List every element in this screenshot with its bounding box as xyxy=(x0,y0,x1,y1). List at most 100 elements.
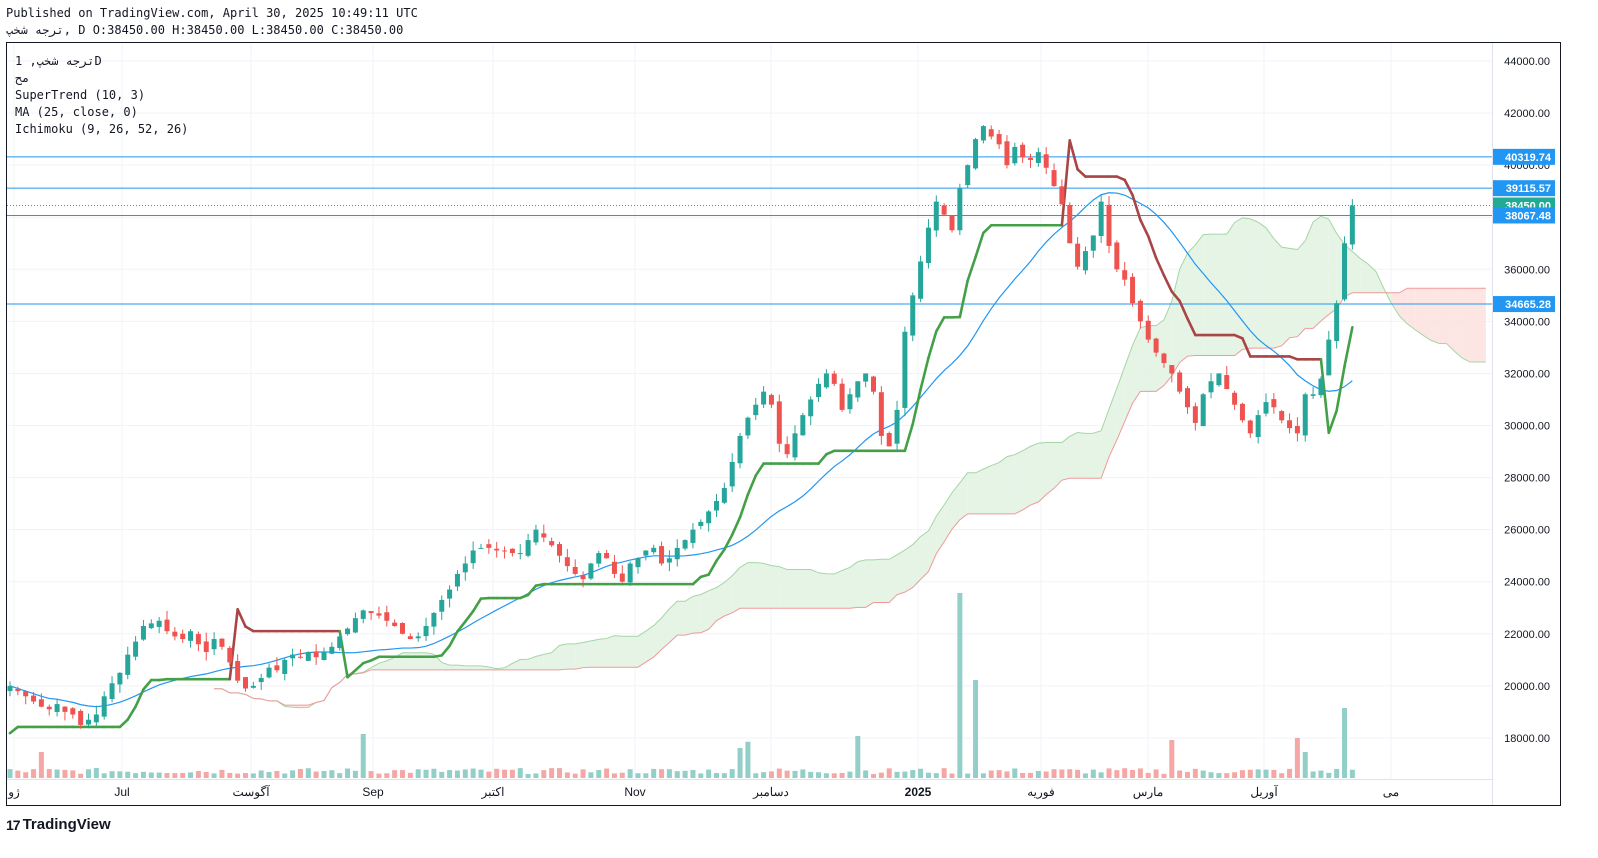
legend-supertrend[interactable]: SuperTrend (10, 3) xyxy=(15,88,145,102)
candle-body xyxy=(423,625,429,637)
candle xyxy=(494,541,500,558)
candle xyxy=(729,453,735,492)
volume-bar xyxy=(721,773,727,778)
tradingview-logo[interactable]: 17 TradingView xyxy=(6,816,111,833)
cloud-segment xyxy=(967,472,976,514)
candle xyxy=(290,648,296,667)
candle-body xyxy=(439,599,445,612)
senkou-span-a xyxy=(214,215,1486,709)
candle xyxy=(305,651,311,662)
candle-body xyxy=(1153,338,1159,353)
candle-body xyxy=(666,558,672,563)
cloud-segment xyxy=(543,652,552,670)
candle-body xyxy=(918,261,924,299)
volume-bar xyxy=(1271,769,1277,778)
candle-body xyxy=(23,691,29,697)
volume-bar xyxy=(195,771,201,778)
supertrend-segment xyxy=(1327,409,1338,435)
supertrend-segment xyxy=(707,559,718,576)
candle-body xyxy=(604,553,610,559)
volume-bar xyxy=(1200,770,1206,778)
legend-ichimoku[interactable]: Ichimoku (9, 26, 52, 26) xyxy=(15,122,188,136)
candle xyxy=(1020,142,1026,163)
time-tick-label: دسامبر xyxy=(752,785,789,799)
volume-bar xyxy=(297,768,303,778)
volume-bar xyxy=(1192,768,1198,778)
cloud-segment xyxy=(1446,288,1455,352)
candle-body xyxy=(1004,141,1010,166)
candle-body xyxy=(863,373,869,382)
price-tag: 40319.74 xyxy=(1493,148,1555,165)
cloud-segment xyxy=(755,562,764,609)
legend: ترجه شخپ, 1D مح SuperTrend (10, 3) MA (2… xyxy=(15,54,188,136)
supertrend-segment xyxy=(526,584,538,597)
candle xyxy=(1216,373,1222,387)
legend-symbol: ترجه شخپ, 1D xyxy=(15,54,102,69)
cloud-segment xyxy=(1030,443,1039,506)
candle xyxy=(148,619,154,629)
legend-ma[interactable]: MA (25, close, 0) xyxy=(15,105,138,119)
cloud-segment xyxy=(535,654,544,670)
supertrend-segment xyxy=(126,705,137,721)
supertrend-segment xyxy=(1076,168,1087,178)
candle xyxy=(7,681,13,697)
price-tick-label: 36000.00 xyxy=(1504,264,1550,276)
candle xyxy=(1122,261,1128,287)
price-tick-label: 22000.00 xyxy=(1504,629,1550,641)
candle-body xyxy=(965,165,971,186)
supertrend-segment xyxy=(142,678,153,691)
price-tag: 34665.28 xyxy=(1493,296,1555,313)
volume-bar xyxy=(847,771,853,778)
cloud-segment xyxy=(881,559,890,603)
candle-body xyxy=(761,391,767,405)
cloud-segment xyxy=(700,590,709,633)
price-tick-label: 26000.00 xyxy=(1504,525,1550,537)
candle xyxy=(823,369,829,389)
candles xyxy=(7,125,1355,729)
supertrend-segment xyxy=(518,593,530,600)
volume-bar xyxy=(23,772,29,778)
supertrend-segment xyxy=(1170,290,1181,303)
candle xyxy=(125,646,131,680)
volume-bar xyxy=(1169,740,1175,778)
candle-body xyxy=(941,205,947,215)
cloud-segment xyxy=(834,570,843,609)
candle-body xyxy=(1318,378,1324,396)
cloud-segment xyxy=(669,601,678,643)
candle xyxy=(682,539,688,551)
cloud-segment xyxy=(716,582,725,621)
cloud-segment xyxy=(473,665,481,670)
candle xyxy=(1349,199,1355,250)
candle-body xyxy=(706,511,712,524)
candle-body xyxy=(360,610,366,619)
candle-body xyxy=(188,631,194,641)
volume-bar xyxy=(1310,771,1316,778)
candle xyxy=(1318,376,1324,398)
candle-body xyxy=(792,433,798,458)
volume-bars xyxy=(7,593,1355,778)
volume-bar xyxy=(918,768,924,778)
volume-bar xyxy=(462,769,468,778)
candle xyxy=(274,657,280,673)
volume-bar xyxy=(557,768,562,778)
candle xyxy=(352,612,358,634)
candle xyxy=(172,627,178,641)
cloud-segment xyxy=(645,625,654,663)
supertrend-segment xyxy=(354,661,365,672)
supertrend-segment xyxy=(754,462,765,477)
cloud-segment xyxy=(1289,248,1298,338)
candle xyxy=(1004,135,1010,169)
candle-body xyxy=(651,547,657,553)
volume-bar xyxy=(38,752,44,778)
cloud-segment xyxy=(1320,216,1329,322)
tradingview-logo-icon: 17 xyxy=(6,816,21,833)
cloud-segment xyxy=(1454,288,1463,359)
candle-body xyxy=(1043,154,1049,168)
price-tick-label: 28000.00 xyxy=(1504,473,1550,485)
cloud-segment xyxy=(740,562,748,609)
candle xyxy=(753,397,759,420)
candle xyxy=(737,432,743,469)
volume-bar xyxy=(619,772,625,778)
cloud-segment xyxy=(1360,258,1369,293)
